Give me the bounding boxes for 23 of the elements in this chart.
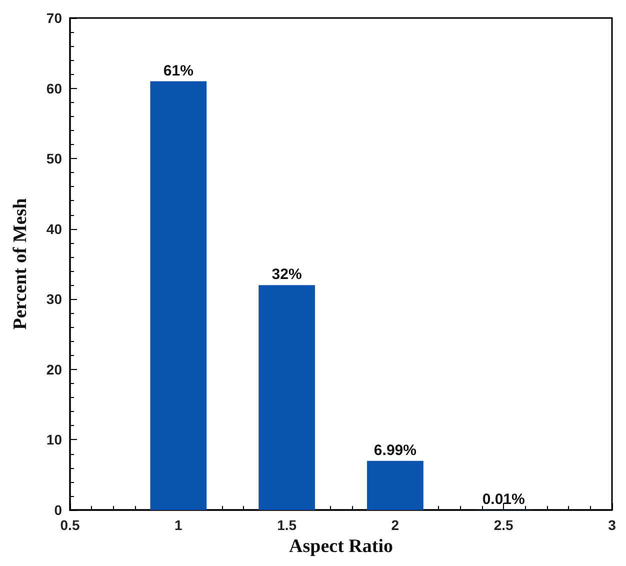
y-tick-label: 40 (46, 220, 62, 237)
y-tick-label: 50 (46, 150, 62, 167)
x-axis-title: Aspect Ratio (289, 536, 393, 557)
y-tick-label: 0 (54, 502, 62, 518)
data-label: 61% (163, 62, 194, 80)
x-tick-label: 3 (608, 517, 616, 533)
data-label: 32% (272, 266, 302, 284)
bar (150, 81, 207, 510)
bar (367, 460, 424, 510)
y-axis-title: Percent of Mesh (10, 198, 31, 330)
data-label: 0.01% (482, 490, 525, 508)
bar (258, 285, 315, 510)
y-tick-label: 30 (46, 291, 62, 308)
y-tick-label: 10 (46, 432, 62, 448)
data-label: 6.99% (374, 442, 416, 459)
y-tick-label: 20 (46, 361, 62, 378)
y-tick-label: 70 (46, 10, 62, 26)
x-tick-label: 1 (174, 517, 182, 533)
x-tick-label: 1.5 (277, 517, 297, 533)
x-tick-label: 2.5 (494, 517, 514, 533)
x-tick-label: 2 (391, 517, 400, 533)
y-tick-label: 60 (46, 80, 62, 96)
x-tick-label: 0.5 (60, 517, 80, 533)
